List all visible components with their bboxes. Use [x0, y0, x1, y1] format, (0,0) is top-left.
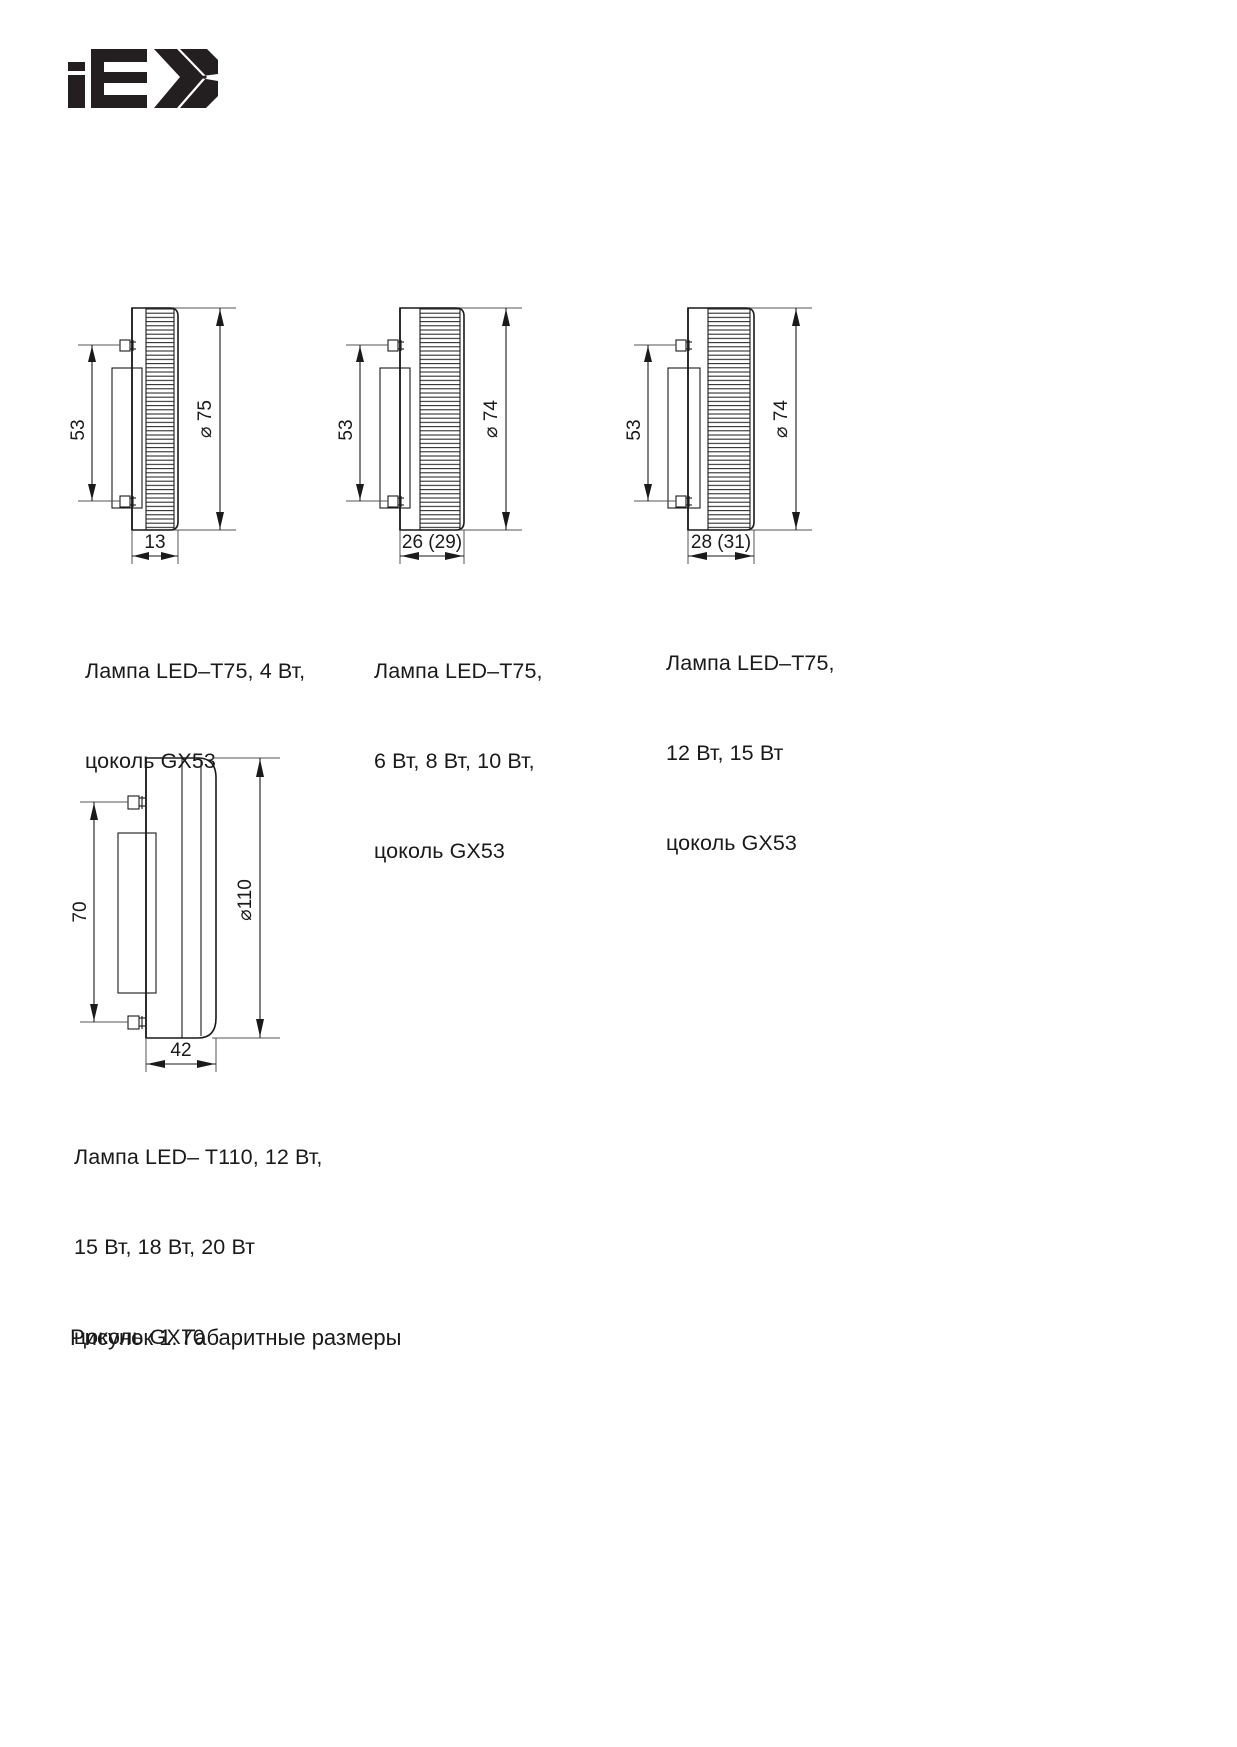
dim-diameter-label: ⌀ 74 — [771, 400, 792, 438]
dim-height-label: 53 — [336, 419, 357, 440]
caption-line: Лампа LED–T75, — [666, 651, 835, 675]
caption-lamp-t110: Лампа LED– T110, 12 Вт, 15 Вт, 18 Вт, 20… — [74, 1082, 322, 1412]
caption-line: цоколь GX53 — [666, 831, 797, 855]
caption-line: цоколь GX53 — [374, 839, 505, 863]
dim-height-label: 53 — [68, 419, 89, 440]
dim-depth-label: 42 — [170, 1040, 191, 1061]
caption-line: Лампа LED–T75, 4 Вт, — [85, 659, 306, 683]
dim-height-label: 53 — [624, 419, 645, 440]
drawing-lamp-t75-4w: 53 ⌀ 75 13 — [68, 300, 370, 570]
caption-line: 12 Вт, 15 Вт — [666, 741, 784, 765]
dim-diameter-label: ⌀ 74 — [481, 400, 502, 438]
dim-height-label: 70 — [70, 901, 91, 922]
caption-line: Лампа LED– T110, 12 Вт, — [74, 1145, 323, 1169]
dim-diameter-label: ⌀ 75 — [195, 400, 216, 438]
dim-depth-label: 13 — [144, 532, 165, 553]
drawing-lamp-t110: 70 ⌀110 42 — [70, 748, 390, 1078]
figure-title: Рисунок 1. Габаритные размеры — [70, 1325, 402, 1350]
caption-line: 15 Вт, 18 Вт, 20 Вт — [74, 1235, 256, 1259]
dim-depth-label: 26 (29) — [402, 532, 462, 553]
caption-line: цоколь GX70 — [74, 1325, 205, 1349]
caption-lamp-t75-4w: Лампа LED–T75, 4 Вт, цоколь GX53 — [85, 596, 305, 836]
dim-diameter-label: ⌀110 — [235, 879, 256, 921]
caption-line: Лампа LED–T75, — [374, 659, 543, 683]
caption-lamp-t75-6-8-10w: Лампа LED–T75, 6 Вт, 8 Вт, 10 Вт, цоколь… — [374, 596, 543, 926]
caption-line: 6 Вт, 8 Вт, 10 Вт, — [374, 749, 535, 773]
caption-lamp-t75-12-15w: Лампа LED–T75, 12 Вт, 15 Вт цоколь GX53 — [666, 588, 835, 918]
drawing-lamp-t75-6-8-10w: 53 ⌀ 74 26 (29) — [336, 300, 658, 570]
drawing-lamp-t75-12-15w: 53 ⌀ 74 28 (31) — [624, 300, 948, 570]
caption-line: цоколь GX53 — [85, 749, 216, 773]
dim-depth-label: 28 (31) — [691, 532, 751, 553]
iek-logo — [68, 44, 218, 108]
